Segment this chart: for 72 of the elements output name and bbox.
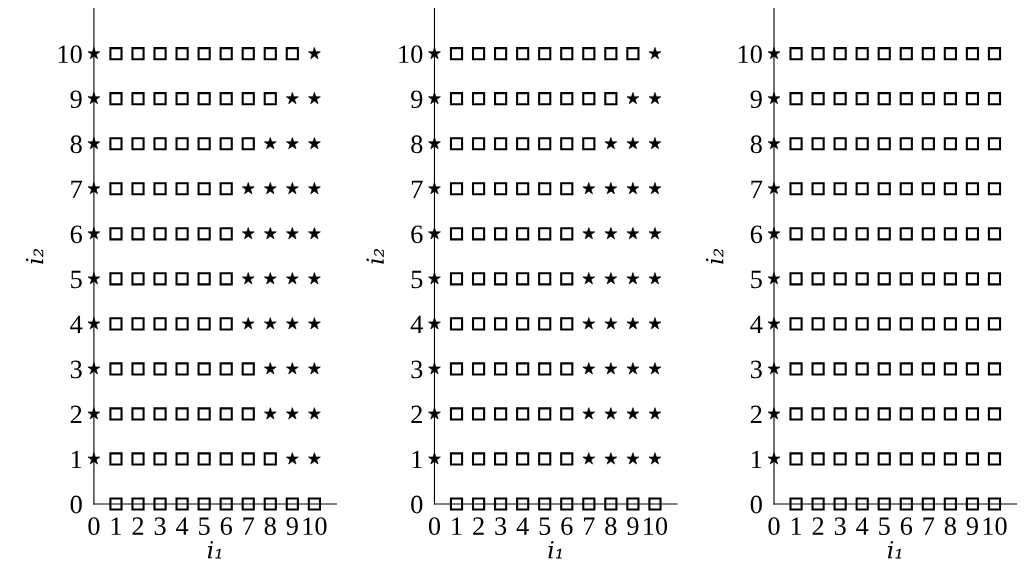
y-tick-label: 1	[752, 450, 762, 469]
y-tick-label: 5	[71, 270, 82, 289]
y-tick-label: 4	[410, 315, 423, 334]
x-axis-title: i₁	[887, 541, 902, 559]
x-tick-label: 5	[879, 517, 890, 536]
y-tick-label: 3	[411, 360, 423, 379]
x-tick-label: 8	[264, 517, 276, 536]
y-tick-label: 9	[411, 90, 423, 109]
x-tick-label: 8	[944, 517, 956, 536]
x-axis-title: i₁	[207, 541, 222, 559]
y-tick-label: 6	[411, 225, 423, 244]
y-tick-label: 8	[750, 135, 762, 154]
x-tick-label: 0	[768, 517, 780, 536]
x-tick-label: 3	[495, 517, 507, 536]
y-tick-label: 10	[58, 45, 82, 64]
x-tick-label: 4	[516, 517, 529, 535]
y-tick-label: 0	[70, 495, 82, 514]
x-tick-label: 5	[199, 517, 210, 536]
x-tick-label: 6	[900, 517, 913, 536]
x-tick-label: 4	[856, 517, 869, 535]
y-tick-label: 1	[71, 450, 82, 469]
x-tick-label: 9	[966, 517, 978, 536]
y-tick-label: 0	[411, 495, 423, 514]
x-tick-label: 0	[428, 517, 441, 536]
y-axis-title: i₂	[25, 248, 44, 264]
x-tick-label: 9	[286, 517, 298, 536]
x-tick-label: 7	[923, 517, 935, 535]
y-tick-label: 9	[750, 90, 762, 109]
y-axis-title: i₂	[705, 248, 724, 264]
y-tick-label: 10	[399, 45, 423, 64]
x-tick-label: 5	[539, 517, 551, 536]
y-tick-label: 0	[750, 495, 762, 514]
x-tick-label: 2	[132, 517, 144, 535]
y-tick-label: 7	[71, 180, 83, 198]
x-tick-label: 8	[605, 517, 617, 536]
y-tick-label: 7	[411, 180, 423, 198]
x-tick-label: 9	[627, 517, 639, 536]
y-axis-title: i₂	[366, 248, 384, 264]
y-tick-label: 3	[750, 360, 762, 379]
y-tick-label: 1	[412, 450, 422, 469]
x-tick-label: 1	[452, 517, 462, 535]
x-tick-label: 6	[220, 517, 233, 536]
x-tick-label: 10	[303, 517, 327, 536]
y-tick-label: 4	[750, 315, 763, 334]
y-tick-label: 5	[751, 270, 762, 289]
x-tick-label: 2	[473, 517, 484, 535]
x-tick-label: 10	[983, 517, 1007, 536]
x-tick-label: 10	[644, 517, 668, 536]
y-tick-label: 6	[750, 225, 763, 244]
x-tick-label: 3	[834, 517, 846, 536]
y-tick-label: 2	[750, 405, 762, 424]
y-tick-label: 4	[70, 315, 83, 334]
y-tick-label: 7	[751, 180, 763, 198]
y-tick-label: 9	[70, 90, 82, 109]
x-tick-label: 1	[791, 517, 802, 535]
y-tick-label: 5	[411, 270, 423, 289]
y-tick-label: 3	[70, 360, 82, 379]
x-tick-label: 6	[561, 517, 573, 536]
y-tick-label: 10	[738, 45, 762, 64]
x-tick-label: 3	[154, 517, 166, 536]
x-tick-label: 0	[88, 517, 100, 536]
x-tick-label: 4	[176, 517, 189, 535]
x-tick-label: 1	[111, 517, 121, 535]
x-axis-title: i₁	[548, 541, 562, 559]
y-tick-label: 6	[70, 225, 83, 244]
x-tick-label: 7	[583, 517, 595, 535]
x-tick-label: 7	[243, 517, 255, 535]
x-tick-label: 2	[812, 517, 824, 535]
y-tick-label: 2	[70, 405, 82, 424]
y-tick-label: 8	[70, 135, 82, 154]
y-tick-label: 8	[411, 135, 423, 154]
y-tick-label: 2	[411, 405, 422, 424]
